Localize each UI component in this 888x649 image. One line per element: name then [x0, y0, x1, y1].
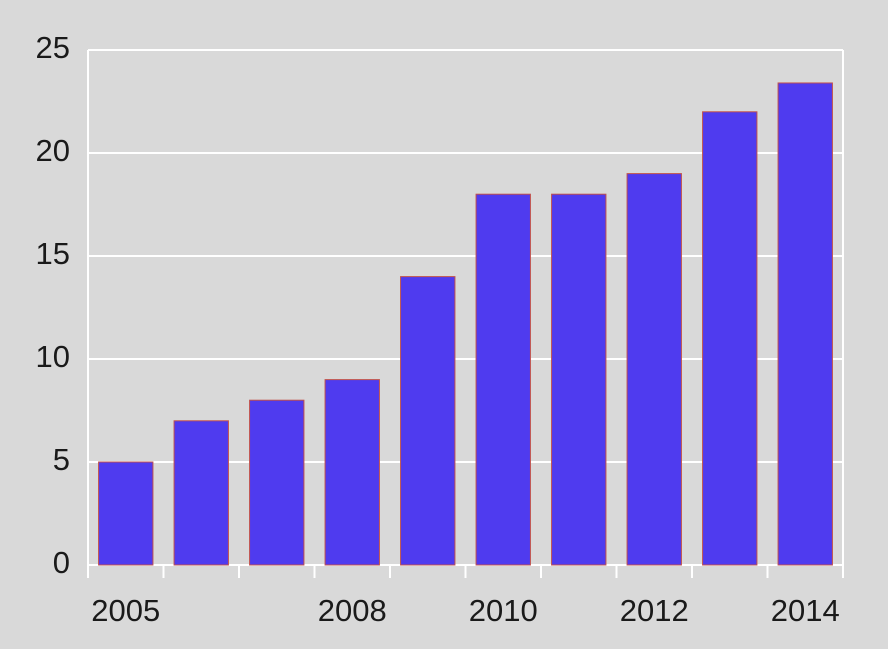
bar: [626, 173, 682, 566]
bar: [173, 420, 229, 566]
bar: [551, 193, 607, 566]
bar: [98, 461, 154, 566]
bar: [777, 82, 833, 566]
y-tick-label: 0: [53, 545, 70, 580]
x-tick-label: 2014: [771, 593, 840, 628]
y-tick-label: 5: [53, 442, 70, 477]
y-tick-label: 10: [36, 339, 70, 374]
x-tick-label: 2005: [91, 593, 160, 628]
bar: [324, 379, 380, 566]
y-tick-label: 25: [36, 30, 70, 65]
y-tick-label: 20: [36, 133, 70, 168]
x-tick-label: 2008: [318, 593, 387, 628]
y-tick-label: 15: [36, 236, 70, 271]
bar: [249, 399, 305, 566]
bar: [702, 111, 758, 566]
bar: [400, 276, 456, 566]
x-tick-label: 2012: [620, 593, 689, 628]
x-tick-label: 2010: [469, 593, 538, 628]
bar: [475, 193, 531, 566]
